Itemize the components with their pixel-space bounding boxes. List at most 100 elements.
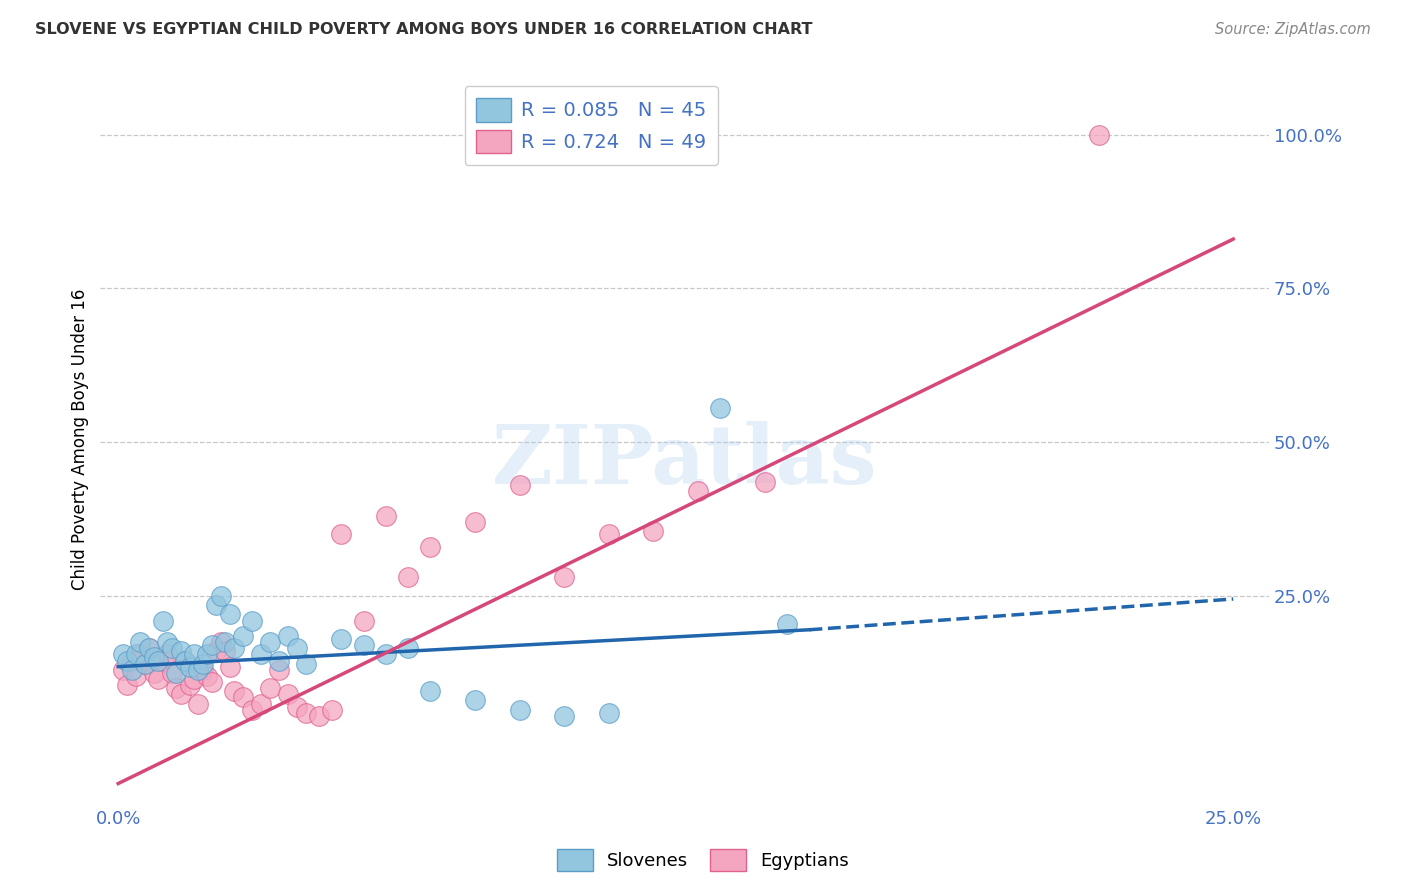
- Point: [285, 641, 308, 656]
- Point: [321, 703, 343, 717]
- Point: [294, 706, 316, 720]
- Legend: R = 0.085   N = 45, R = 0.724   N = 49: R = 0.085 N = 45, R = 0.724 N = 49: [464, 87, 718, 165]
- Point: [509, 478, 531, 492]
- Point: [174, 653, 197, 667]
- Point: [686, 484, 709, 499]
- Point: [330, 527, 353, 541]
- Point: [294, 657, 316, 671]
- Point: [240, 614, 263, 628]
- Point: [509, 703, 531, 717]
- Point: [374, 648, 396, 662]
- Point: [179, 678, 201, 692]
- Point: [134, 657, 156, 671]
- Text: Source: ZipAtlas.com: Source: ZipAtlas.com: [1215, 22, 1371, 37]
- Point: [250, 697, 273, 711]
- Y-axis label: Child Poverty Among Boys Under 16: Child Poverty Among Boys Under 16: [72, 288, 89, 590]
- Point: [218, 659, 240, 673]
- Point: [396, 570, 419, 584]
- Point: [138, 641, 160, 656]
- Point: [259, 635, 281, 649]
- Point: [553, 709, 575, 723]
- Point: [267, 663, 290, 677]
- Point: [464, 693, 486, 707]
- Point: [240, 703, 263, 717]
- Point: [598, 706, 620, 720]
- Point: [115, 678, 138, 692]
- Point: [197, 669, 219, 683]
- Point: [218, 607, 240, 622]
- Point: [598, 527, 620, 541]
- Point: [464, 515, 486, 529]
- Point: [709, 401, 731, 416]
- Point: [191, 657, 214, 671]
- Point: [259, 681, 281, 696]
- Point: [111, 663, 134, 677]
- Point: [277, 687, 299, 701]
- Point: [165, 681, 187, 696]
- Point: [125, 669, 148, 683]
- Point: [160, 641, 183, 656]
- Point: [179, 659, 201, 673]
- Text: SLOVENE VS EGYPTIAN CHILD POVERTY AMONG BOYS UNDER 16 CORRELATION CHART: SLOVENE VS EGYPTIAN CHILD POVERTY AMONG …: [35, 22, 813, 37]
- Point: [250, 648, 273, 662]
- Point: [187, 697, 209, 711]
- Point: [174, 653, 197, 667]
- Point: [121, 653, 143, 667]
- Point: [214, 635, 236, 649]
- Point: [396, 641, 419, 656]
- Point: [142, 665, 165, 680]
- Point: [138, 641, 160, 656]
- Point: [134, 657, 156, 671]
- Point: [129, 648, 152, 662]
- Point: [419, 540, 441, 554]
- Point: [224, 641, 246, 656]
- Point: [209, 589, 232, 603]
- Point: [232, 690, 254, 705]
- Point: [643, 524, 665, 539]
- Point: [156, 648, 179, 662]
- Legend: Slovenes, Egyptians: Slovenes, Egyptians: [550, 842, 856, 879]
- Point: [191, 663, 214, 677]
- Point: [142, 650, 165, 665]
- Point: [115, 653, 138, 667]
- Point: [353, 638, 375, 652]
- Point: [187, 663, 209, 677]
- Point: [156, 635, 179, 649]
- Point: [201, 675, 224, 690]
- Point: [129, 635, 152, 649]
- Point: [148, 653, 170, 667]
- Point: [205, 644, 228, 658]
- Point: [111, 648, 134, 662]
- Point: [232, 629, 254, 643]
- Point: [201, 638, 224, 652]
- Point: [776, 616, 799, 631]
- Point: [553, 570, 575, 584]
- Point: [148, 672, 170, 686]
- Point: [285, 699, 308, 714]
- Point: [1088, 128, 1111, 142]
- Point: [197, 648, 219, 662]
- Point: [224, 684, 246, 698]
- Point: [165, 665, 187, 680]
- Point: [152, 653, 174, 667]
- Point: [160, 665, 183, 680]
- Point: [209, 635, 232, 649]
- Point: [267, 653, 290, 667]
- Text: ZIPatlas: ZIPatlas: [492, 421, 877, 501]
- Point: [754, 475, 776, 489]
- Point: [183, 672, 205, 686]
- Point: [214, 644, 236, 658]
- Point: [125, 648, 148, 662]
- Point: [277, 629, 299, 643]
- Point: [374, 508, 396, 523]
- Point: [169, 687, 191, 701]
- Point: [308, 709, 330, 723]
- Point: [152, 614, 174, 628]
- Point: [169, 644, 191, 658]
- Point: [183, 648, 205, 662]
- Point: [419, 684, 441, 698]
- Point: [205, 598, 228, 612]
- Point: [330, 632, 353, 646]
- Point: [353, 614, 375, 628]
- Point: [121, 663, 143, 677]
